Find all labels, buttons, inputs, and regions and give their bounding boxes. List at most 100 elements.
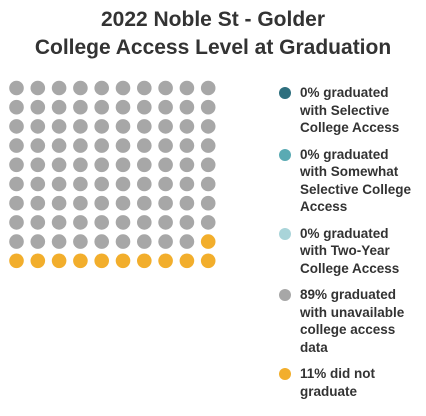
- legend-label: 0% graduated with Somewhat Selective Colle…: [300, 146, 424, 216]
- waffle-unit-series-3: [158, 119, 173, 134]
- legend-swatch: [279, 289, 291, 301]
- waffle-unit-series-3: [94, 157, 109, 173]
- waffle-unit-series-3: [73, 119, 88, 134]
- legend-label-line: data: [300, 339, 328, 355]
- legend-label-line: Access: [300, 199, 348, 214]
- waffle-unit-series-3: [137, 138, 152, 153]
- waffle-unit-series-3: [51, 99, 67, 115]
- waffle-unit-series-3: [73, 234, 88, 249]
- legend-label-line: 0% graduated: [300, 146, 389, 162]
- legend-label: 0% graduated with Two-Year College Access: [300, 225, 424, 278]
- waffle-unit-series-3: [200, 157, 216, 173]
- waffle-unit-series-3: [94, 195, 109, 211]
- waffle-unit-series-3: [158, 176, 173, 192]
- waffle-unit-series-3: [73, 138, 88, 153]
- waffle-unit-series-3: [73, 80, 88, 96]
- waffle-unit-series-3: [137, 99, 152, 115]
- legend-swatch: [279, 87, 291, 99]
- legend-item: 11% did not graduate: [279, 365, 424, 400]
- waffle-unit-series-3: [115, 234, 131, 249]
- waffle-unit-series-3: [200, 80, 216, 96]
- waffle-unit-series-3: [9, 234, 24, 249]
- legend-label-line: Selective College: [300, 181, 412, 197]
- waffle-unit-series-4: [94, 253, 109, 269]
- waffle-unit-series-3: [51, 215, 67, 230]
- waffle-unit-series-4: [9, 253, 24, 269]
- waffle-unit-series-3: [9, 157, 24, 173]
- waffle-unit-series-3: [94, 119, 109, 134]
- waffle-unit-series-4: [30, 253, 46, 269]
- waffle-unit-series-3: [30, 195, 46, 211]
- legend-label-line: 89% graduated: [300, 287, 397, 302]
- waffle-unit-series-4: [200, 253, 216, 269]
- waffle-unit-series-3: [30, 157, 46, 173]
- waffle-unit-series-3: [73, 176, 88, 192]
- legend-label-line: with Selective: [300, 102, 390, 118]
- waffle-unit-series-3: [30, 99, 46, 115]
- waffle-unit-series-3: [9, 195, 24, 211]
- waffle-unit-series-3: [115, 176, 131, 192]
- waffle-unit-series-3: [51, 195, 67, 211]
- waffle-unit-series-4: [51, 253, 67, 269]
- legend-label-line: with unavailable: [300, 304, 405, 320]
- waffle-unit-series-3: [30, 138, 46, 153]
- legend-swatch: [279, 227, 291, 240]
- legend-label-line: 11% did not: [300, 366, 376, 381]
- waffle-unit-series-3: [30, 119, 46, 134]
- legend-label-line: 0% graduated: [300, 85, 389, 100]
- legend-label: 89% graduated with unavailable college acc…: [300, 286, 424, 356]
- waffle-unit-series-4: [73, 253, 88, 269]
- waffle-unit-series-3: [137, 215, 152, 230]
- waffle-unit-series-3: [94, 176, 109, 192]
- waffle-unit-series-3: [9, 119, 24, 134]
- waffle-unit-series-3: [200, 119, 216, 134]
- waffle-unit-series-4: [158, 253, 173, 269]
- waffle-unit-series-3: [9, 215, 24, 230]
- waffle-unit-series-3: [73, 195, 88, 211]
- legend-label-line: College Access: [300, 120, 400, 135]
- waffle-unit-series-3: [158, 195, 173, 211]
- waffle-unit-series-3: [137, 176, 152, 192]
- waffle-unit-series-3: [179, 234, 195, 249]
- waffle-unit-series-3: [137, 157, 152, 173]
- waffle-unit-series-3: [73, 99, 88, 115]
- waffle-unit-series-3: [94, 234, 109, 249]
- legend-label: 11% did not graduate: [300, 365, 424, 400]
- waffle-unit-series-3: [200, 215, 216, 230]
- waffle-unit-series-3: [179, 195, 195, 211]
- legend-swatch: [279, 368, 291, 380]
- waffle-unit-series-3: [200, 99, 216, 115]
- legend-label-line: graduate: [300, 383, 358, 399]
- waffle-unit-series-4: [137, 253, 152, 269]
- waffle-unit-series-3: [115, 138, 131, 153]
- waffle-unit-series-3: [137, 234, 152, 249]
- legend-item: 0% graduated with Two-Year College Access: [279, 225, 424, 278]
- waffle-unit-series-3: [115, 215, 131, 230]
- waffle-unit-series-3: [200, 138, 216, 153]
- waffle-unit-series-3: [179, 157, 195, 173]
- legend: 0% graduated with Selective College Access…: [279, 84, 424, 400]
- waffle-unit-series-3: [137, 80, 152, 96]
- waffle-unit-series-3: [30, 234, 46, 249]
- legend-label-line: with Two-Year: [300, 243, 390, 258]
- waffle-unit-series-3: [179, 215, 195, 230]
- waffle-unit-series-3: [73, 157, 88, 173]
- waffle-unit-series-3: [9, 176, 24, 192]
- waffle-unit-series-4: [115, 253, 131, 269]
- waffle-unit-series-3: [158, 234, 173, 249]
- legend-item: 0% graduated with Somewhat Selective Colle…: [279, 146, 424, 216]
- waffle-unit-series-3: [158, 80, 173, 96]
- chart-title: 2022 Noble St - Golder College Access Le…: [0, 6, 426, 62]
- waffle-unit-series-3: [137, 119, 152, 134]
- chart-title-line-2: College Access Level at Graduation: [34, 36, 392, 59]
- waffle-unit-series-3: [179, 138, 195, 153]
- waffle-unit-series-3: [30, 176, 46, 192]
- waffle-unit-series-3: [115, 157, 131, 173]
- waffle-unit-series-3: [94, 215, 109, 230]
- waffle-unit-series-3: [51, 80, 67, 96]
- waffle-unit-series-3: [179, 176, 195, 192]
- waffle-unit-series-3: [51, 138, 67, 153]
- legend-label: 0% graduated with Selective College Access: [300, 84, 424, 137]
- chart-title-line-1: 2022 Noble St - Golder: [100, 8, 326, 31]
